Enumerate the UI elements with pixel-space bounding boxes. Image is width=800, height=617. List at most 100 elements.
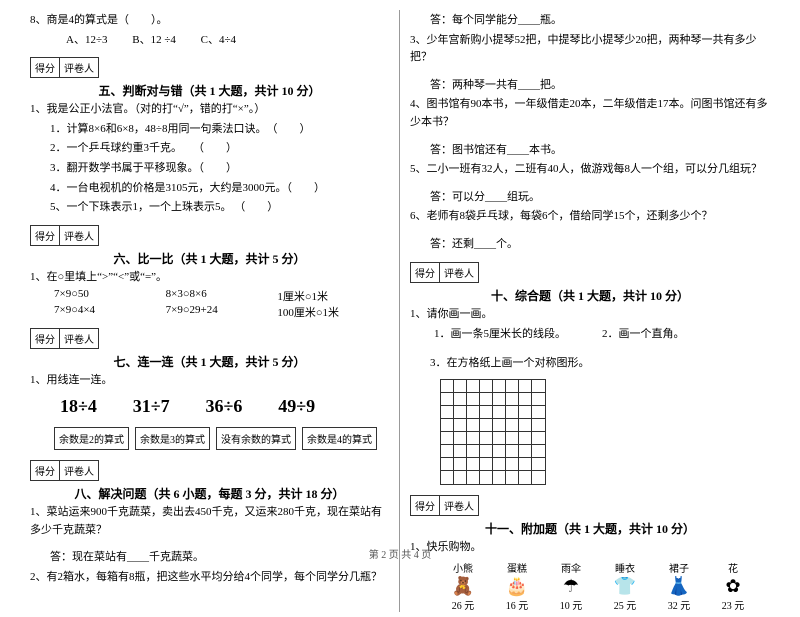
grid-cell bbox=[493, 471, 506, 484]
shop-name: 花 bbox=[710, 560, 756, 575]
shop-icon: 👗 bbox=[656, 575, 702, 597]
grid-cell bbox=[441, 471, 454, 484]
q8-options: A、12÷3 B、12 ÷4 C、4÷4 bbox=[30, 32, 389, 50]
grid-cell bbox=[493, 445, 506, 458]
score-label: 得分 bbox=[411, 263, 440, 282]
grid-cell bbox=[506, 471, 519, 484]
grid-cell bbox=[441, 445, 454, 458]
sec5-i3: 3．翻开数学书属于平移现象。（ ） bbox=[30, 160, 389, 178]
sec7-n1: 18÷4 bbox=[60, 396, 130, 417]
sec8-a2: 答：每个同学能分____瓶。 bbox=[410, 12, 770, 30]
shop-price: 23 元 bbox=[710, 597, 756, 612]
shop-name: 裙子 bbox=[656, 560, 702, 575]
grid-cell bbox=[441, 419, 454, 432]
sec7-numbers: 18÷4 31÷7 36÷6 49÷9 bbox=[30, 396, 389, 417]
shop-price: 25 元 bbox=[602, 597, 648, 612]
sec7-header: 得分 评卷人 bbox=[30, 328, 389, 349]
score-label: 得分 bbox=[31, 58, 60, 77]
shop-icon: 🎂 bbox=[494, 575, 540, 597]
grid-cell bbox=[493, 432, 506, 445]
grid-cell bbox=[454, 471, 467, 484]
sec8-header: 得分 评卷人 bbox=[30, 460, 389, 481]
grid-cell bbox=[493, 393, 506, 406]
grader-label: 评卷人 bbox=[60, 226, 98, 245]
shop-icon: ✿ bbox=[710, 575, 756, 597]
grid-cell bbox=[467, 471, 480, 484]
shop-name: 小熊 bbox=[440, 560, 486, 575]
shop-item: 裙子👗32 元 bbox=[656, 560, 702, 612]
rem-box-3: 余数是3的算式 bbox=[135, 427, 210, 450]
grid-cell bbox=[506, 419, 519, 432]
grid-cell bbox=[467, 458, 480, 471]
grid-cell bbox=[454, 432, 467, 445]
grid-cell bbox=[454, 393, 467, 406]
sec6-row2: 7×9○4×4 7×9○29+24 100厘米○1米 bbox=[30, 304, 389, 320]
sec6-header: 得分 评卷人 bbox=[30, 225, 389, 246]
sec5-intro: 1、我是公正小法官。（对的打“√”，错的打“×”。） bbox=[30, 101, 389, 119]
sec5-i5: 5、一个下珠表示1，一个上珠表示5。 （ ） bbox=[30, 199, 389, 217]
page-footer: 第 2 页 共 4 页 bbox=[0, 546, 800, 561]
shop-icon: 👕 bbox=[602, 575, 648, 597]
grid-cell bbox=[467, 419, 480, 432]
grid-cell bbox=[532, 458, 545, 471]
grid-cell bbox=[532, 445, 545, 458]
score-box: 得分 评卷人 bbox=[30, 328, 99, 349]
sec6-r1a: 7×9○50 bbox=[54, 288, 166, 304]
grid-cell bbox=[441, 406, 454, 419]
grid-cell bbox=[519, 445, 532, 458]
grid-cell bbox=[480, 432, 493, 445]
sec7-n3: 36÷6 bbox=[206, 396, 276, 417]
shop-row: 小熊🧸26 元蛋糕🎂16 元雨伞☂10 元睡衣👕25 元裙子👗32 元花✿23 … bbox=[410, 560, 770, 612]
sec5-i4: 4．一台电视机的价格是3105元，大约是3000元。（ ） bbox=[30, 180, 389, 198]
q8-opt-b: B、12 ÷4 bbox=[132, 34, 176, 46]
q8-stem: 8、商是4的算式是（ ）。 bbox=[30, 12, 389, 30]
grid-cell bbox=[493, 458, 506, 471]
grid-cell bbox=[532, 432, 545, 445]
score-label: 得分 bbox=[31, 226, 60, 245]
grader-label: 评卷人 bbox=[440, 263, 478, 282]
sec7-title: 七、连一连（共 1 大题，共计 5 分） bbox=[30, 353, 389, 370]
shop-item: 花✿23 元 bbox=[710, 560, 756, 612]
grid-cell bbox=[441, 432, 454, 445]
grid-cell bbox=[441, 393, 454, 406]
grid-cell bbox=[506, 380, 519, 393]
shop-name: 蛋糕 bbox=[494, 560, 540, 575]
shop-item: 睡衣👕25 元 bbox=[602, 560, 648, 612]
grid-cell bbox=[519, 393, 532, 406]
grader-label: 评卷人 bbox=[60, 58, 98, 77]
sec11-header: 得分 评卷人 bbox=[410, 495, 770, 516]
sec6-r2a: 7×9○4×4 bbox=[54, 304, 166, 320]
sec8-q1: 1、菜站运来900千克蔬菜，卖出去450千克，又运来280千克，现在菜站有多少千… bbox=[30, 504, 389, 539]
page: 8、商是4的算式是（ ）。 A、12÷3 B、12 ÷4 C、4÷4 得分 评卷… bbox=[0, 0, 800, 617]
shop-name: 睡衣 bbox=[602, 560, 648, 575]
grid-cell bbox=[532, 471, 545, 484]
grid-cell bbox=[532, 419, 545, 432]
grid-cell bbox=[506, 458, 519, 471]
sec5-title: 五、判断对与错（共 1 大题，共计 10 分） bbox=[30, 82, 389, 99]
score-label: 得分 bbox=[411, 496, 440, 515]
sec8-q4: 4、图书馆有90本书，一年级借走20本，二年级借走17本。问图书馆还有多少本书？ bbox=[410, 96, 770, 131]
sec10-header: 得分 评卷人 bbox=[410, 262, 770, 283]
sec8-q6: 6、老师有8袋乒乓球，每袋6个，借给同学15个，还剩多少个？ bbox=[410, 208, 770, 226]
grid-cell bbox=[493, 406, 506, 419]
grid-cell bbox=[454, 406, 467, 419]
grid-cell bbox=[467, 380, 480, 393]
grid-cell bbox=[467, 432, 480, 445]
shop-icon: ☂ bbox=[548, 575, 594, 597]
grid-cell bbox=[519, 419, 532, 432]
sec11-title: 十一、附加题（共 1 大题，共计 10 分） bbox=[410, 520, 770, 537]
grid-cell bbox=[454, 445, 467, 458]
sec10-p2: 2．画一个直角。 bbox=[602, 325, 770, 341]
score-label: 得分 bbox=[31, 329, 60, 348]
sec5-header: 得分 评卷人 bbox=[30, 57, 389, 78]
grid-cell bbox=[532, 393, 545, 406]
grid-cell bbox=[519, 458, 532, 471]
score-box: 得分 评卷人 bbox=[410, 262, 479, 283]
sec7-n2: 31÷7 bbox=[133, 396, 203, 417]
sec8-a3: 答：两种琴一共有____把。 bbox=[410, 77, 770, 95]
sec10-title: 十、综合题（共 1 大题，共计 10 分） bbox=[410, 287, 770, 304]
grid-cell bbox=[532, 406, 545, 419]
score-box: 得分 评卷人 bbox=[30, 460, 99, 481]
sec8-a6: 答：还剩____个。 bbox=[410, 236, 770, 254]
rem-box-4: 余数是4的算式 bbox=[302, 427, 377, 450]
